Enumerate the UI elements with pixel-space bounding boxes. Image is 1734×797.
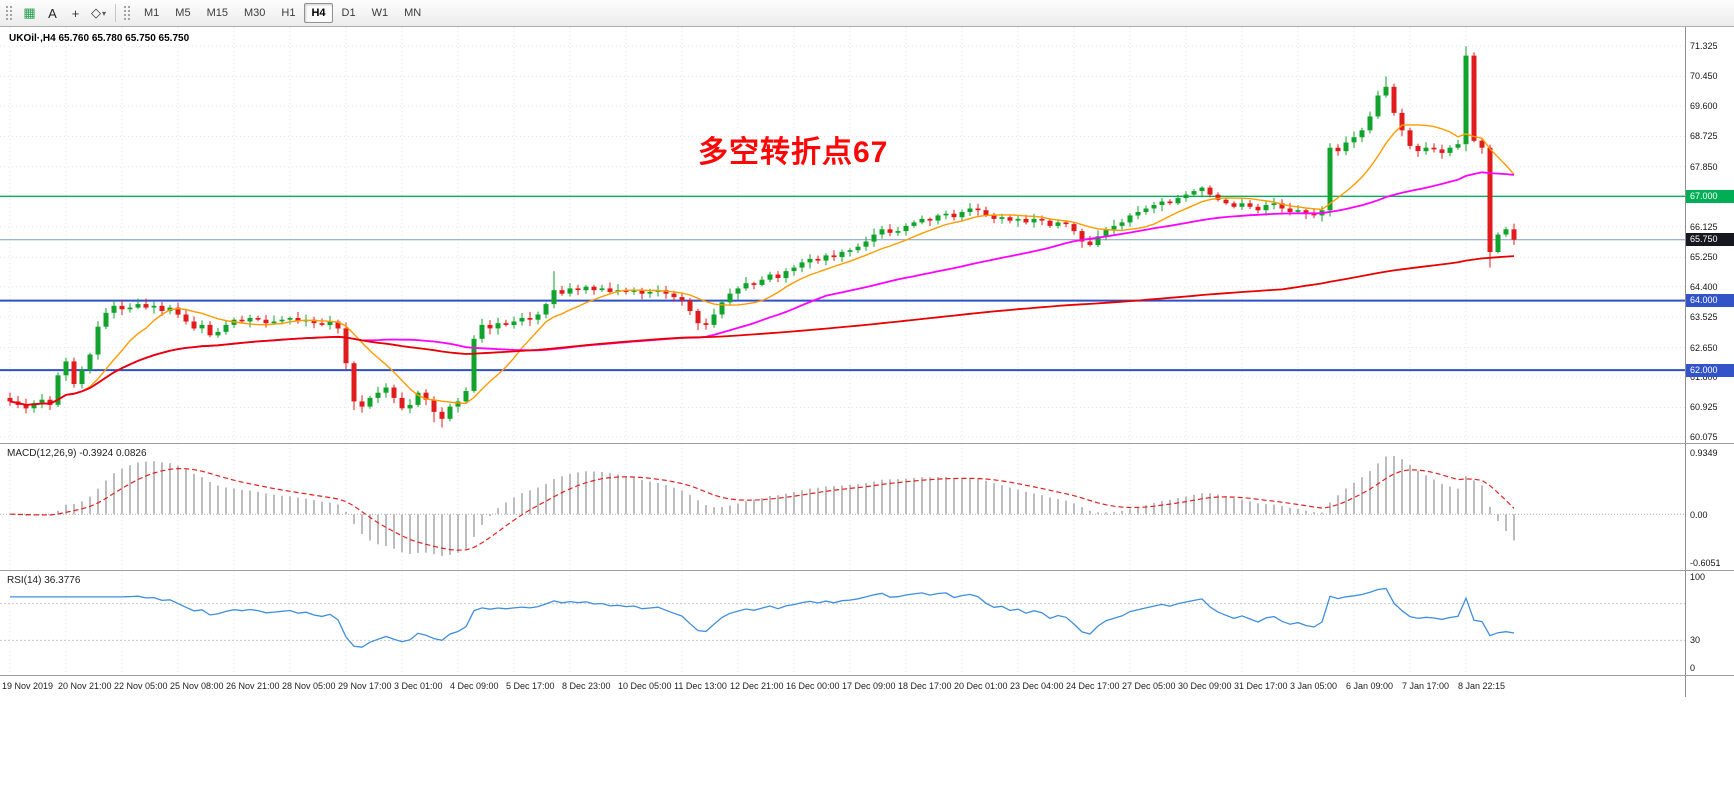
time-label: 16 Dec 00:00 [786, 681, 840, 691]
time-label: 26 Nov 21:00 [226, 681, 280, 691]
price-label: 62.650 [1690, 343, 1718, 353]
time-axis[interactable]: 19 Nov 2019 20 Nov 21:00 22 Nov 05:00 25 No… [0, 676, 1685, 697]
timeframe-w1-button[interactable]: W1 [365, 3, 396, 23]
price-label: 70.450 [1690, 71, 1718, 81]
price-label: 61.800 [1690, 372, 1718, 382]
chart-mode-tool-icon: ▦ [23, 5, 36, 20]
time-label: 25 Nov 08:00 [170, 681, 224, 691]
text-tool-icon: A [48, 5, 57, 21]
price-label: 60.925 [1690, 402, 1718, 412]
price-badge: 64.000 [1686, 294, 1734, 307]
time-label: 30 Dec 09:00 [1178, 681, 1232, 691]
timeframe-m5-button[interactable]: M5 [168, 3, 197, 23]
price-axis[interactable]: 71.325 70.450 69.600 68.725 67.850 66.125 65.2… [1685, 27, 1734, 443]
time-label: 27 Dec 05:00 [1122, 681, 1176, 691]
time-label: 12 Dec 21:00 [730, 681, 784, 691]
price-badge: 62.000 [1686, 364, 1734, 377]
macd-row: MACD(12,26,9) -0.3924 0.0826 0.9349 0.00 -… [0, 443, 1734, 570]
time-axis-row: 19 Nov 2019 20 Nov 21:00 22 Nov 05:00 25 No… [0, 675, 1734, 697]
rsi-scale-label: 30 [1690, 635, 1701, 645]
rsi-panel[interactable]: RSI(14) 36.3776 [0, 571, 1685, 675]
rsi-row: RSI(14) 36.3776 100 30 0 [0, 570, 1734, 675]
time-label: 22 Nov 05:00 [114, 681, 168, 691]
empty-area [0, 697, 1734, 797]
toolbar-separator [115, 4, 117, 22]
shapes-tool-icon: ◇ [91, 5, 101, 20]
crosshair-tool-button[interactable]: + [64, 3, 87, 24]
time-label: 19 Nov 2019 [2, 681, 54, 691]
time-label: 7 Jan 17:00 [1402, 681, 1450, 691]
time-label: 8 Jan 22:15 [1458, 681, 1506, 691]
toolbar: ▦ A + ◇ ▾ M1 M5 M15 M30 H1 H4 D1 W1 MN [0, 0, 1734, 27]
macd-panel[interactable]: MACD(12,26,9) -0.3924 0.0826 [0, 444, 1685, 570]
time-label: 10 Dec 05:00 [618, 681, 672, 691]
time-label: 3 Jan 05:00 [1290, 681, 1338, 691]
text-tool-button[interactable]: A [41, 3, 64, 24]
time-label: 20 Nov 21:00 [58, 681, 112, 691]
price-badge: 65.750 [1686, 233, 1734, 246]
annotation-text[interactable]: 多空转折点67 [698, 136, 889, 169]
time-label: 24 Dec 17:00 [1066, 681, 1120, 691]
rsi-label: RSI(14) 36.3776 [7, 575, 81, 586]
time-label: 17 Dec 09:00 [842, 681, 896, 691]
shapes-tool-button[interactable]: ◇ ▾ [87, 3, 110, 24]
timeframe-m30-button[interactable]: M30 [237, 3, 272, 23]
crosshair-tool-icon: + [71, 5, 80, 21]
time-label: 23 Dec 04:00 [1010, 681, 1064, 691]
time-label: 3 Dec 01:00 [394, 681, 443, 691]
chart-ohlc-label: UKOil·,H4 65.760 65.780 65.750 65.750 [9, 33, 190, 44]
timeframe-h4-button[interactable]: H4 [304, 3, 333, 23]
price-label: 60.075 [1690, 432, 1718, 442]
macd-scale-label: 0.9349 [1690, 448, 1718, 458]
time-label: 28 Nov 05:00 [282, 681, 336, 691]
time-label: 5 Dec 17:00 [506, 681, 555, 691]
price-label: 64.400 [1690, 282, 1718, 292]
timeframe-m1-button[interactable]: M1 [137, 3, 166, 23]
time-label: 11 Dec 13:00 [674, 681, 727, 691]
rsi-scale-label: 100 [1690, 572, 1706, 582]
price-label: 63.525 [1690, 312, 1718, 322]
timeframe-h1-button[interactable]: H1 [274, 3, 302, 23]
main-chart[interactable]: UKOil·,H4 65.760 65.780 65.750 65.750 多空… [0, 27, 1685, 443]
time-label: 20 Dec 01:00 [954, 681, 1008, 691]
toolbar-grip[interactable] [123, 5, 132, 21]
time-label: 6 Jan 09:00 [1346, 681, 1394, 691]
toolbar-grip[interactable] [5, 5, 13, 21]
price-label: 67.850 [1690, 162, 1718, 172]
caret-down-icon: ▾ [102, 8, 107, 18]
time-label: 29 Nov 17:00 [338, 681, 392, 691]
timeframe-mn-button[interactable]: MN [397, 3, 428, 23]
main-chart-row: UKOil·,H4 65.760 65.780 65.750 65.750 多空… [0, 27, 1734, 443]
macd-label: MACD(12,26,9) -0.3924 0.0826 [7, 448, 147, 459]
price-label: 68.725 [1690, 131, 1718, 141]
macd-scale-label: -0.6051 [1690, 558, 1721, 568]
price-label: 66.125 [1690, 222, 1718, 232]
price-badge: 67.000 [1686, 190, 1734, 203]
time-label: 18 Dec 17:00 [898, 681, 952, 691]
time-label: 4 Dec 09:00 [450, 681, 499, 691]
rsi-axis[interactable]: 100 30 0 [1685, 571, 1734, 675]
price-label: 71.325 [1690, 41, 1718, 51]
timeframe-d1-button[interactable]: D1 [335, 3, 363, 23]
time-label: 31 Dec 17:00 [1234, 681, 1288, 691]
chart-mode-tool-button[interactable]: ▦ [18, 3, 41, 24]
price-label: 69.600 [1690, 101, 1718, 111]
rsi-scale-label: 0 [1690, 663, 1696, 673]
macd-scale-label: 0.00 [1690, 510, 1708, 520]
time-axis-corner [1685, 676, 1734, 697]
price-label: 65.250 [1690, 252, 1718, 262]
timeframe-m15-button[interactable]: M15 [200, 3, 235, 23]
macd-axis[interactable]: 0.9349 0.00 -0.6051 [1685, 444, 1734, 570]
time-label: 8 Dec 23:00 [562, 681, 611, 691]
